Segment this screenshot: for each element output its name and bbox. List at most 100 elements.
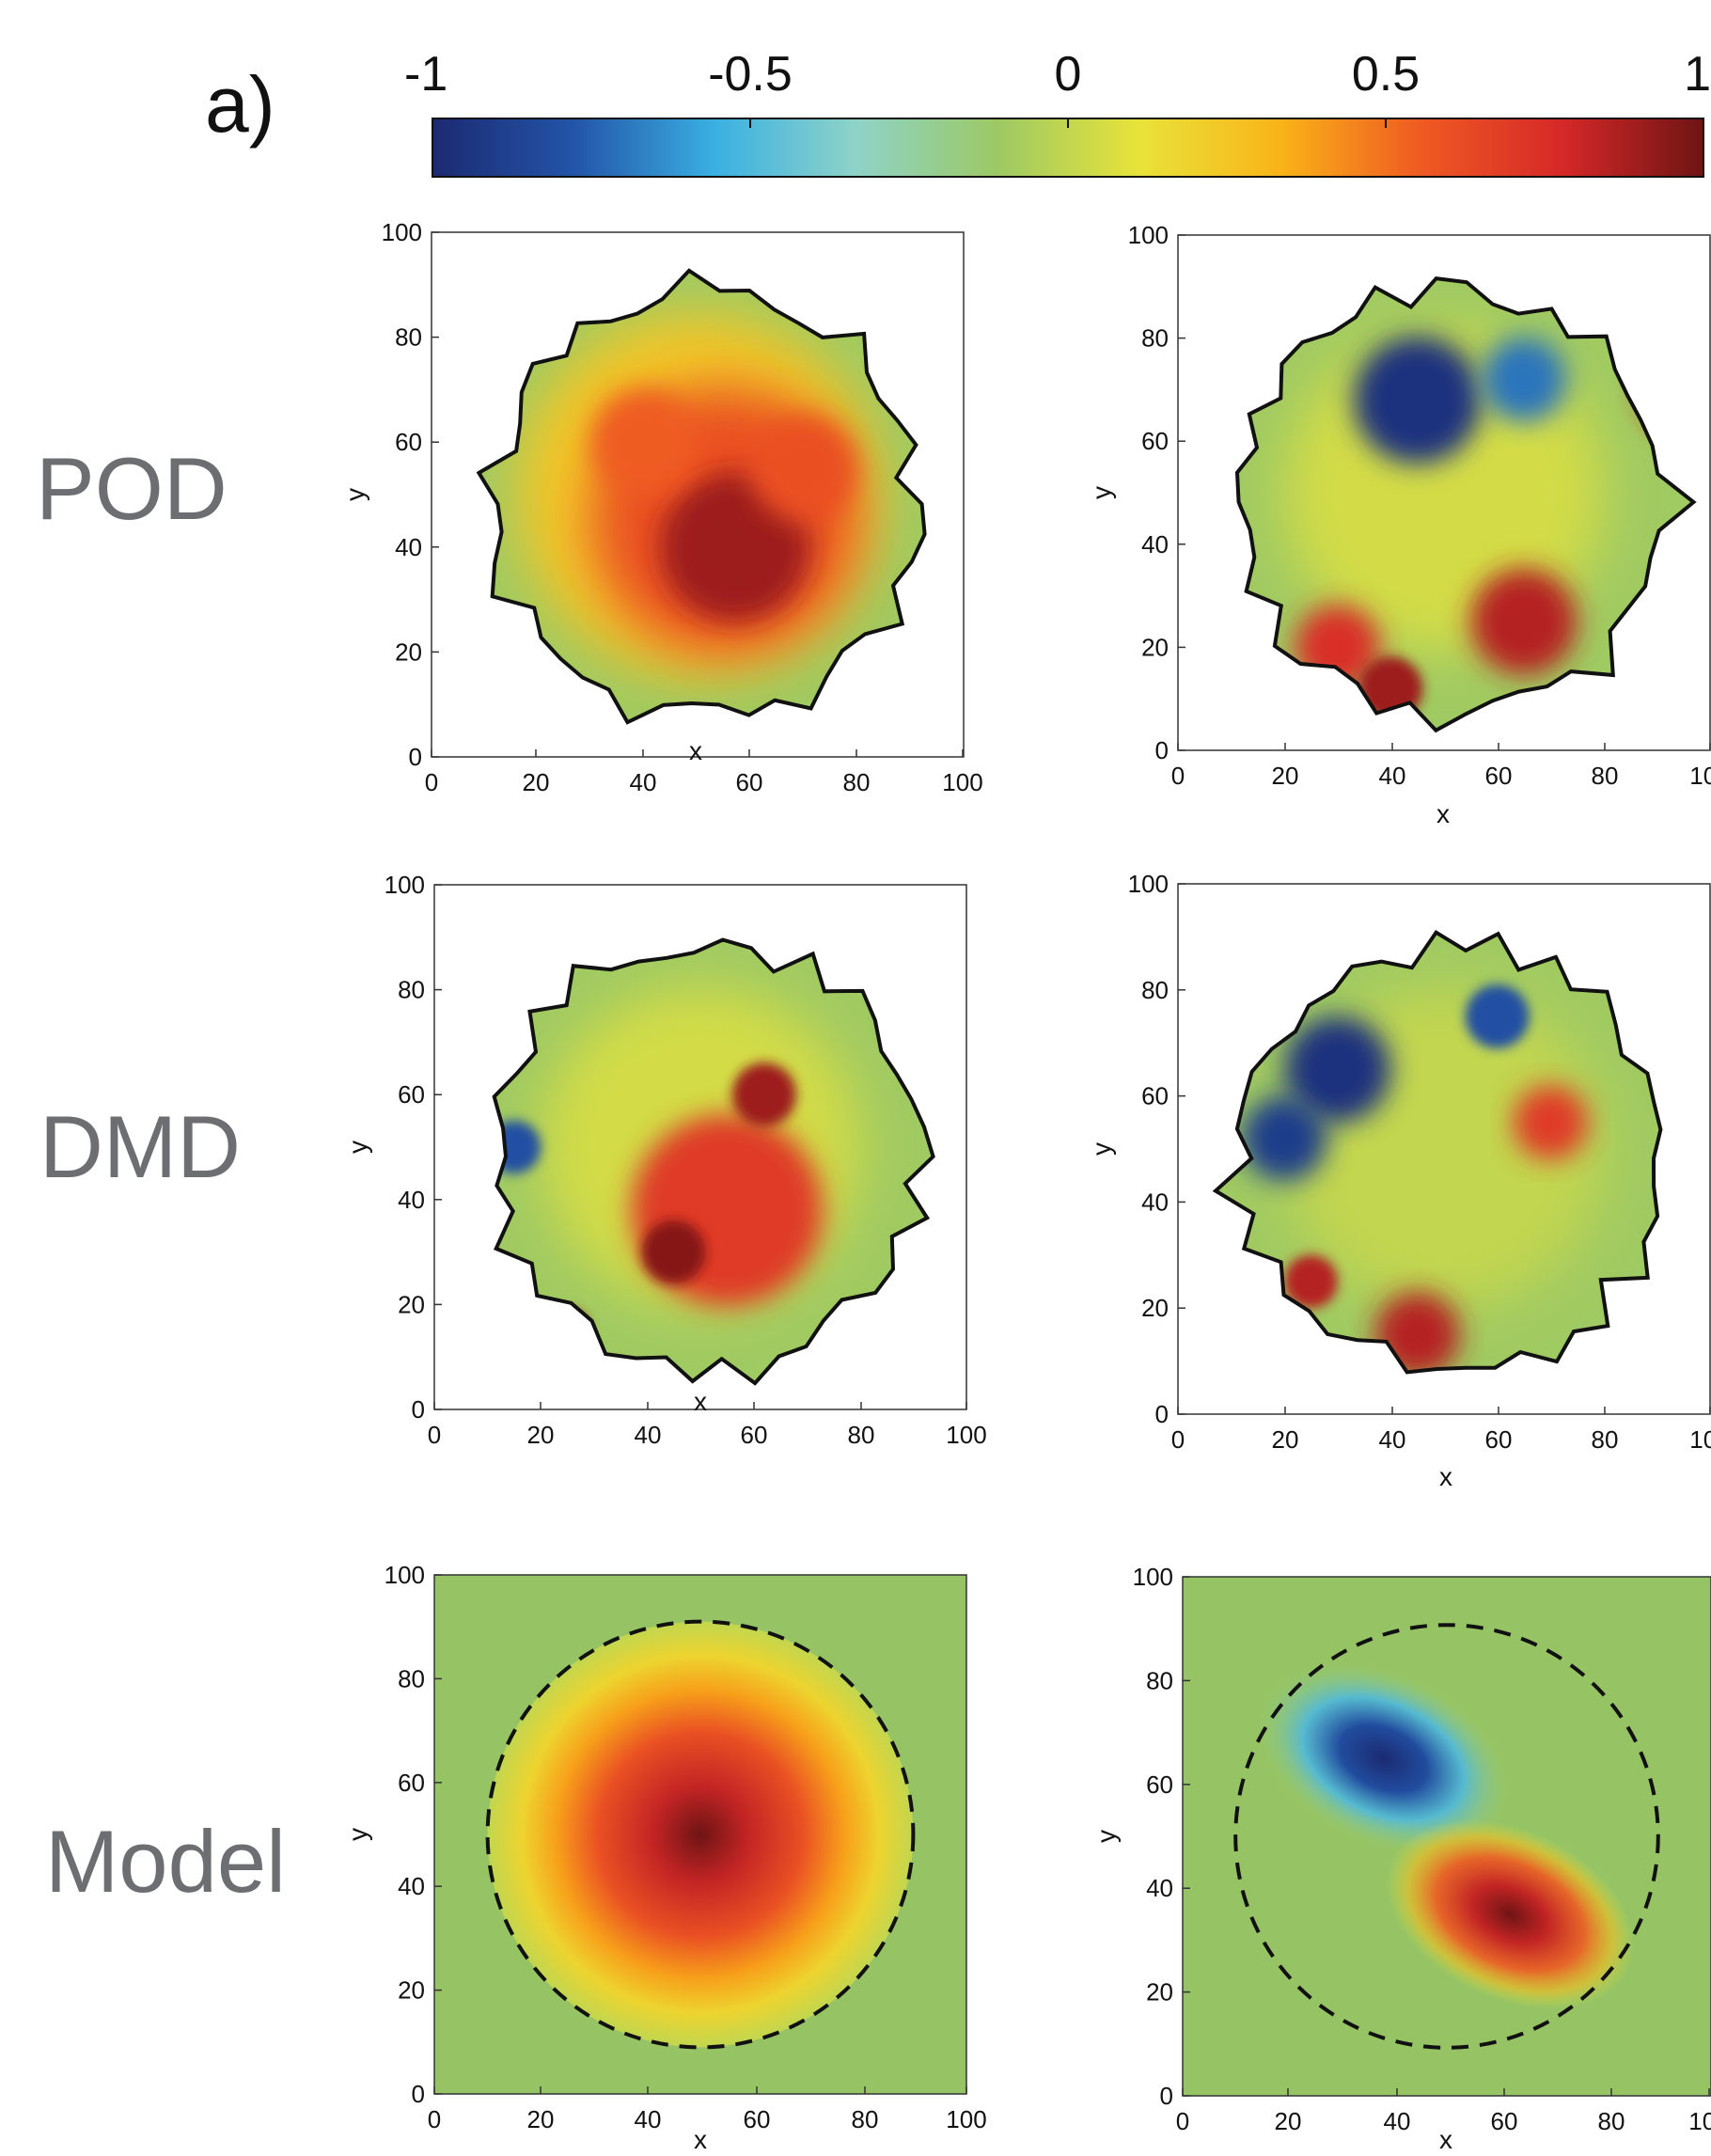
heatmap-field-patch bbox=[1242, 1095, 1327, 1181]
heatmap-panel-pod-1: 0 20 40 60 80 100 0 20 40 60 80 100 x y bbox=[340, 218, 983, 796]
x-axis-label: x bbox=[1436, 799, 1450, 828]
x-tick-label: 80 bbox=[848, 1421, 875, 1449]
heatmap-field-patch bbox=[1358, 656, 1422, 720]
x-tick-label: 60 bbox=[744, 2105, 771, 2133]
colorbar-tick-label: -0.5 bbox=[708, 47, 793, 102]
heatmap-lobe-positive bbox=[488, 1622, 914, 2048]
y-tick-label: 20 bbox=[398, 1976, 425, 2005]
x-tick-label: 100 bbox=[946, 2105, 986, 2133]
x-tick-label: 80 bbox=[852, 2105, 879, 2133]
x-tick-label: 20 bbox=[527, 1421, 555, 1449]
x-tick-label: 60 bbox=[741, 1421, 768, 1449]
y-tick-label: 20 bbox=[1141, 1294, 1169, 1322]
y-tick-label: 60 bbox=[1146, 1770, 1173, 1799]
x-tick-label: 0 bbox=[1171, 1425, 1185, 1454]
y-tick-label: 20 bbox=[1141, 633, 1169, 661]
y-axis-label: y bbox=[1091, 1830, 1121, 1843]
y-tick-label: 60 bbox=[1141, 427, 1169, 455]
colorbar-tick-label: 0.5 bbox=[1352, 47, 1420, 102]
x-tick-label: 0 bbox=[1171, 762, 1185, 790]
heatmap-panel-dmd-1: 0 20 40 60 80 100 0 20 40 60 80 100 x y bbox=[343, 871, 987, 1449]
heatmap-field-patch bbox=[1466, 984, 1530, 1048]
colorbar: -1 -0.5 0 0.5 1 bbox=[404, 47, 1711, 177]
heatmap-field-patch bbox=[751, 416, 857, 522]
y-axis-label: y bbox=[343, 1141, 372, 1154]
x-tick-label: 40 bbox=[630, 768, 657, 796]
x-tick-label: 60 bbox=[1485, 762, 1513, 790]
y-tick-label: 100 bbox=[382, 218, 422, 246]
y-tick-label: 60 bbox=[395, 428, 422, 456]
x-tick-label: 80 bbox=[1592, 1425, 1619, 1454]
x-axis-label: x bbox=[694, 2125, 707, 2154]
y-tick-label: 100 bbox=[385, 871, 425, 899]
x-tick-label: 60 bbox=[736, 768, 763, 796]
y-tick-label: 0 bbox=[409, 743, 422, 771]
x-tick-label: 40 bbox=[1384, 2107, 1411, 2135]
x-tick-label: 0 bbox=[1176, 2107, 1189, 2135]
colorbar-tick-label: 1 bbox=[1684, 47, 1711, 102]
y-tick-label: 80 bbox=[398, 976, 425, 1004]
y-tick-label: 80 bbox=[395, 323, 422, 352]
x-tick-label: 80 bbox=[843, 768, 871, 796]
heatmap-field-patch bbox=[1482, 337, 1567, 422]
y-tick-label: 40 bbox=[395, 533, 422, 561]
y-tick-label: 100 bbox=[385, 1561, 425, 1589]
heatmap-field-patch bbox=[1354, 336, 1482, 464]
x-tick-label: 20 bbox=[523, 768, 550, 796]
y-tick-label: 0 bbox=[412, 1395, 425, 1424]
y-tick-label: 80 bbox=[1146, 1666, 1173, 1694]
y-axis-label: y bbox=[1087, 1142, 1116, 1156]
x-tick-label: 40 bbox=[635, 2105, 662, 2133]
y-tick-label: 0 bbox=[1160, 2082, 1173, 2110]
y-tick-label: 0 bbox=[1155, 1400, 1169, 1428]
x-axis-label: x bbox=[1439, 1462, 1452, 1491]
x-tick-label: 100 bbox=[1688, 2107, 1711, 2135]
y-tick-label: 40 bbox=[1141, 1188, 1169, 1216]
heatmap-field-patch bbox=[488, 1121, 542, 1174]
y-tick-label: 80 bbox=[1141, 976, 1169, 1004]
y-tick-label: 20 bbox=[1146, 1978, 1173, 2006]
x-tick-label: 60 bbox=[1491, 2107, 1518, 2135]
colorbar-tick-label: 0 bbox=[1055, 47, 1082, 102]
row-label-pod: POD bbox=[36, 439, 228, 538]
row-label-model: Model bbox=[45, 1812, 286, 1911]
y-tick-label: 80 bbox=[398, 1664, 425, 1692]
heatmap-field-patch bbox=[732, 1062, 796, 1126]
y-tick-label: 20 bbox=[395, 637, 422, 666]
x-tick-label: 40 bbox=[1379, 1425, 1406, 1454]
y-axis-label: y bbox=[1087, 486, 1116, 499]
heatmap-field-patch bbox=[1470, 568, 1577, 674]
y-tick-label: 60 bbox=[398, 1769, 425, 1797]
heatmap-panel-pod-2: 0 20 40 60 80 100 0 20 40 60 80 100 x y bbox=[1087, 221, 1711, 828]
y-tick-label: 60 bbox=[1141, 1082, 1169, 1110]
x-tick-label: 100 bbox=[946, 1421, 986, 1449]
y-tick-label: 40 bbox=[1146, 1874, 1173, 1902]
y-tick-label: 0 bbox=[412, 2080, 425, 2108]
panels: 0 20 40 60 80 100 0 20 40 60 80 100 x y 0 20 40 60 80 100 0 2… bbox=[340, 218, 1711, 2154]
x-tick-label: 100 bbox=[1689, 1425, 1711, 1454]
y-tick-label: 40 bbox=[1141, 530, 1169, 559]
y-tick-label: 40 bbox=[398, 1872, 425, 1900]
heatmap-field-patch bbox=[546, 1310, 589, 1352]
x-tick-label: 100 bbox=[942, 768, 982, 796]
x-tick-label: 40 bbox=[635, 1421, 662, 1449]
y-axis-label: y bbox=[343, 1828, 372, 1841]
x-axis-label: x bbox=[1439, 2125, 1452, 2154]
heatmap-field-patch bbox=[881, 984, 945, 1048]
heatmap-field-patch bbox=[1640, 347, 1711, 433]
heatmap-panel-dmd-2: 0 20 40 60 80 100 0 20 40 60 80 100 x y bbox=[1087, 870, 1711, 1491]
y-tick-label: 100 bbox=[1128, 870, 1169, 898]
y-tick-label: 100 bbox=[1128, 221, 1169, 249]
heatmap-field-patch bbox=[591, 389, 698, 496]
heatmap-panel-model-2: 0 20 40 60 80 100 0 20 40 60 80 100 x y bbox=[1091, 1563, 1711, 2154]
y-tick-label: 100 bbox=[1133, 1563, 1173, 1591]
x-tick-label: 40 bbox=[1379, 762, 1406, 790]
heatmap-field-patch bbox=[1514, 1085, 1588, 1159]
x-tick-label: 80 bbox=[1592, 762, 1619, 790]
colorbar-tick-label: -1 bbox=[404, 47, 447, 102]
x-tick-label: 0 bbox=[425, 768, 438, 796]
y-tick-label: 40 bbox=[398, 1186, 425, 1214]
heatmap-field-patch bbox=[1374, 1292, 1460, 1377]
x-tick-label: 20 bbox=[1272, 1425, 1299, 1454]
